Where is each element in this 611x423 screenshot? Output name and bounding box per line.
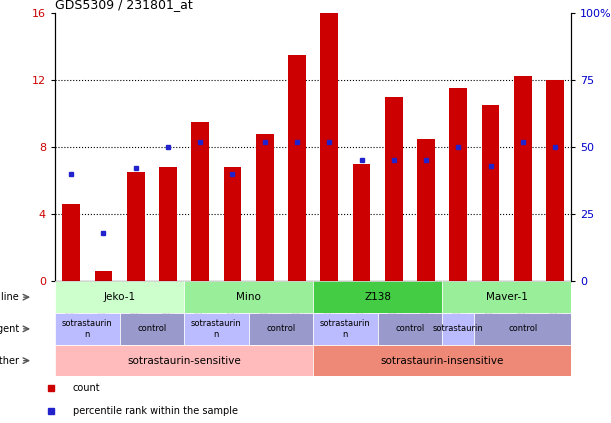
Text: sotrastaurin-sensitive: sotrastaurin-sensitive xyxy=(127,356,241,365)
Bar xyxy=(224,167,241,281)
Text: sotrastaurin-insensitive: sotrastaurin-insensitive xyxy=(381,356,504,365)
Text: control: control xyxy=(395,324,425,333)
Bar xyxy=(546,80,564,281)
Text: control: control xyxy=(137,324,166,333)
Bar xyxy=(62,204,80,281)
Bar xyxy=(288,55,306,281)
Text: percentile rank within the sample: percentile rank within the sample xyxy=(73,407,238,416)
Bar xyxy=(159,167,177,281)
Bar xyxy=(127,172,145,281)
Text: count: count xyxy=(73,383,100,393)
Text: other: other xyxy=(0,356,20,365)
Bar xyxy=(442,281,571,313)
Bar xyxy=(313,281,442,313)
Text: sotrastaurin
n: sotrastaurin n xyxy=(62,319,112,338)
Bar xyxy=(256,134,274,281)
Bar xyxy=(475,313,571,345)
Text: sotrastaurin
n: sotrastaurin n xyxy=(191,319,242,338)
Text: cell line: cell line xyxy=(0,292,20,302)
Bar xyxy=(313,345,571,376)
Text: sotrastaurin
n: sotrastaurin n xyxy=(320,319,371,338)
Bar xyxy=(313,313,378,345)
Bar xyxy=(184,281,313,313)
Bar xyxy=(55,345,313,376)
Text: agent: agent xyxy=(0,324,20,334)
Text: Jeko-1: Jeko-1 xyxy=(103,292,136,302)
Bar xyxy=(481,105,499,281)
Bar xyxy=(320,13,338,281)
Text: Maver-1: Maver-1 xyxy=(486,292,528,302)
Text: Mino: Mino xyxy=(236,292,261,302)
Bar xyxy=(378,313,442,345)
Bar xyxy=(450,88,467,281)
Text: Z138: Z138 xyxy=(364,292,391,302)
Bar xyxy=(120,313,184,345)
Text: sotrastaurin: sotrastaurin xyxy=(433,324,484,333)
Bar xyxy=(191,122,209,281)
Bar xyxy=(249,313,313,345)
Bar xyxy=(55,313,120,345)
Text: GDS5309 / 231801_at: GDS5309 / 231801_at xyxy=(55,0,192,11)
Text: control: control xyxy=(508,324,538,333)
Bar xyxy=(514,77,532,281)
Bar xyxy=(417,139,435,281)
Bar xyxy=(95,271,112,281)
Bar xyxy=(353,164,370,281)
Bar xyxy=(184,313,249,345)
Bar xyxy=(442,313,475,345)
Bar xyxy=(385,96,403,281)
Text: control: control xyxy=(266,324,296,333)
Bar xyxy=(55,281,184,313)
